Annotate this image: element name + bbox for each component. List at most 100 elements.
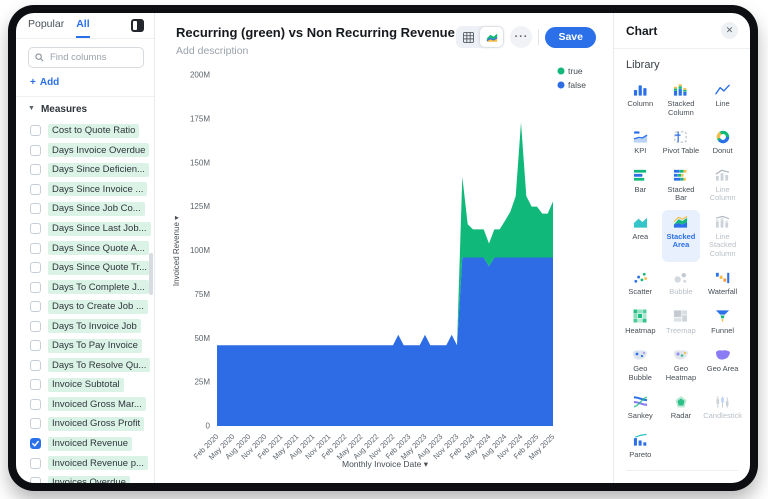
- library-item-waterfall[interactable]: Waterfall: [702, 265, 743, 301]
- checkbox[interactable]: [30, 223, 41, 234]
- chevron-down-icon: ▼: [28, 105, 35, 112]
- library-item-geo-heatmap[interactable]: Geo Heatmap: [662, 342, 701, 386]
- library-item-pivot-table[interactable]: Pivot Table: [662, 124, 701, 160]
- bar-chart-icon: [633, 168, 648, 183]
- tab-all[interactable]: All: [76, 18, 89, 38]
- library-item-label: Pivot Table: [663, 147, 700, 156]
- list-item[interactable]: Cost to Quote Ratio: [16, 121, 154, 141]
- x-axis-title[interactable]: Monthly Invoice Date ▾: [342, 459, 429, 469]
- checkbox[interactable]: [30, 379, 41, 390]
- library-item-area[interactable]: Area: [621, 210, 660, 263]
- chart-workspace: Recurring (green) vs Non Recurring Reven…: [155, 13, 613, 483]
- checkbox[interactable]: [30, 418, 41, 429]
- column-label: Days To Complete J...: [48, 280, 149, 294]
- column-label: Days To Pay Invoice: [48, 339, 142, 353]
- legend-item-true[interactable]: true: [558, 66, 583, 76]
- list-item[interactable]: Days Since Deficien...: [16, 160, 154, 180]
- checkbox-checked[interactable]: [30, 438, 41, 449]
- collapse-panel-icon[interactable]: [131, 19, 144, 32]
- save-button[interactable]: Save: [545, 27, 596, 48]
- list-item[interactable]: Days To Complete J...: [16, 277, 154, 297]
- library-item-stacked-bar[interactable]: Stacked Bar: [662, 163, 701, 207]
- chart-view-button[interactable]: [480, 27, 503, 47]
- list-item[interactable]: Days Since Quote A...: [16, 238, 154, 258]
- column-label: Invoiced Gross Mar...: [48, 397, 146, 411]
- library-item-label: Treemap: [666, 327, 696, 336]
- library-item-bubble: Bubble: [662, 265, 701, 301]
- sidebar-scrollbar[interactable]: [149, 253, 153, 295]
- more-options-icon[interactable]: [510, 26, 532, 48]
- pareto-chart-icon: [633, 433, 648, 448]
- measures-list: Cost to Quote RatioDays Invoice OverdueD…: [16, 121, 154, 483]
- legend-item-false[interactable]: false: [558, 80, 587, 90]
- checkbox[interactable]: [30, 145, 41, 156]
- list-item[interactable]: Invoiced Revenue p...: [16, 453, 154, 473]
- library-item-scatter[interactable]: Scatter: [621, 265, 660, 301]
- list-item[interactable]: Days To Pay Invoice: [16, 336, 154, 356]
- tab-popular[interactable]: Popular: [28, 18, 64, 38]
- checkbox[interactable]: [30, 340, 41, 351]
- search-input[interactable]: [48, 51, 137, 64]
- add-description-placeholder[interactable]: Add description: [176, 45, 456, 57]
- chart-title[interactable]: Recurring (green) vs Non Recurring Reven…: [176, 25, 456, 40]
- checkbox[interactable]: [30, 164, 41, 175]
- library-item-geo-area[interactable]: Geo Area: [702, 342, 743, 386]
- find-columns-searchbox[interactable]: [28, 47, 144, 68]
- library-item-donut[interactable]: Donut: [702, 124, 743, 160]
- list-item[interactable]: Invoiced Gross Profit: [16, 414, 154, 434]
- library-item-geo-bubble[interactable]: Geo Bubble: [621, 342, 660, 386]
- column-label: Days Since Job Co...: [48, 202, 145, 216]
- list-item[interactable]: Invoice Subtotal: [16, 375, 154, 395]
- measures-section-header[interactable]: ▼ Measures: [16, 97, 154, 121]
- y-tick-label: 150M: [190, 158, 210, 167]
- library-item-bar[interactable]: Bar: [621, 163, 660, 207]
- funnel-chart-icon: [715, 309, 730, 324]
- stacked-area-chart[interactable]: 025M50M75M100M125M150M175M200MFeb 2020Ma…: [155, 63, 613, 483]
- list-item[interactable]: Invoiced Gross Mar...: [16, 395, 154, 415]
- add-column-button[interactable]: + Add: [16, 68, 154, 96]
- list-item[interactable]: Days To Resolve Qu...: [16, 356, 154, 376]
- series-false-area[interactable]: [217, 258, 553, 427]
- checkbox[interactable]: [30, 477, 41, 483]
- panel-divider: [626, 470, 738, 471]
- library-item-stacked-area[interactable]: Stacked Area: [662, 210, 701, 263]
- library-item-radar[interactable]: Radar: [662, 389, 701, 425]
- library-item-kpi[interactable]: KPI: [621, 124, 660, 160]
- close-icon[interactable]: [721, 22, 738, 39]
- library-item-sankey[interactable]: Sankey: [621, 389, 660, 425]
- checkbox[interactable]: [30, 399, 41, 410]
- checkbox[interactable]: [30, 184, 41, 195]
- list-item[interactable]: Days Invoice Overdue: [16, 141, 154, 161]
- list-item[interactable]: Days Since Last Job...: [16, 219, 154, 239]
- list-item[interactable]: Days to Create Job ...: [16, 297, 154, 317]
- checkbox[interactable]: [30, 301, 41, 312]
- legend-label: false: [568, 80, 586, 90]
- library-item-stacked-column[interactable]: Stacked Column: [662, 77, 701, 121]
- checkbox[interactable]: [30, 203, 41, 214]
- list-item[interactable]: Days To Invoice Job: [16, 316, 154, 336]
- checkbox[interactable]: [30, 458, 41, 469]
- geo-heatmap-chart-icon: [673, 347, 689, 362]
- library-item-column[interactable]: Column: [621, 77, 660, 121]
- list-item[interactable]: Invoices Overdue: [16, 473, 154, 483]
- sidebar-tabs: Popular All: [16, 13, 154, 39]
- y-axis-title[interactable]: Invoiced Revenue ▾: [172, 216, 181, 286]
- measures-label: Measures: [41, 104, 87, 115]
- table-view-button[interactable]: [457, 27, 480, 47]
- check-icon: [31, 439, 40, 448]
- list-item[interactable]: Days Since Invoice ...: [16, 180, 154, 200]
- columns-sidebar: Popular All + Add ▼ Measures Cost to Quo…: [16, 13, 155, 483]
- list-item[interactable]: Days Since Job Co...: [16, 199, 154, 219]
- list-item[interactable]: Days Since Quote Tr...: [16, 258, 154, 278]
- library-item-line[interactable]: Line: [702, 77, 743, 121]
- list-item[interactable]: Invoiced Revenue: [16, 434, 154, 454]
- checkbox[interactable]: [30, 243, 41, 254]
- library-item-pareto[interactable]: Pareto: [621, 428, 660, 464]
- checkbox[interactable]: [30, 360, 41, 371]
- library-item-heatmap[interactable]: Heatmap: [621, 304, 660, 340]
- checkbox[interactable]: [30, 125, 41, 136]
- checkbox[interactable]: [30, 282, 41, 293]
- checkbox[interactable]: [30, 321, 41, 332]
- library-item-funnel[interactable]: Funnel: [702, 304, 743, 340]
- checkbox[interactable]: [30, 262, 41, 273]
